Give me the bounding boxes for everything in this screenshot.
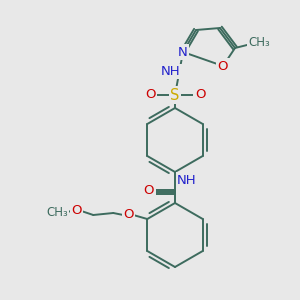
Text: O: O [145,88,155,101]
Text: CH₃: CH₃ [248,37,270,50]
Text: O: O [218,59,228,73]
Text: O: O [195,88,205,101]
Text: N: N [178,46,188,59]
Text: NH: NH [177,173,197,187]
Text: NH: NH [161,65,181,78]
Text: O: O [144,184,154,196]
Text: O: O [123,208,134,221]
Text: O: O [71,203,82,217]
Text: CH₃: CH₃ [46,206,68,218]
Text: S: S [170,88,180,103]
